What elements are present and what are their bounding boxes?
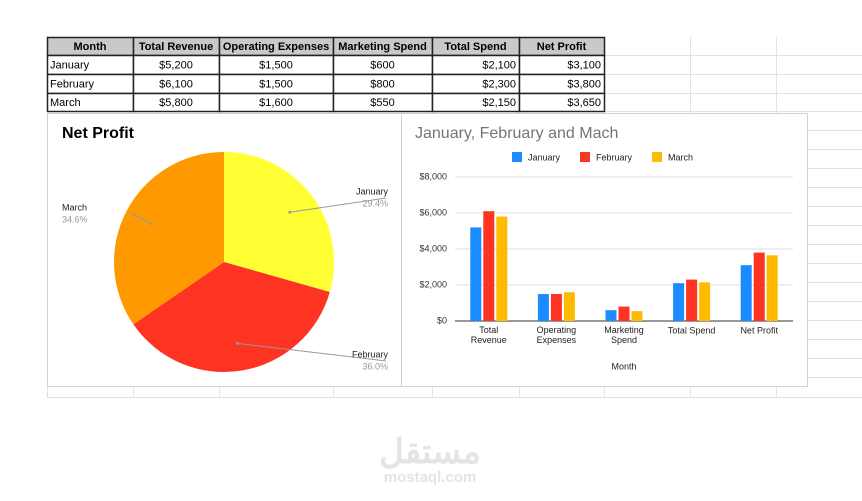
column-header: Net Profit xyxy=(537,41,587,53)
cell-text: $2,150 xyxy=(482,97,516,109)
cell-text: $3,800 xyxy=(567,78,601,90)
x-tick-label: Marketing Spend xyxy=(604,325,644,345)
x-tick-label: Net Profit xyxy=(740,325,778,335)
legend-swatch xyxy=(512,152,522,162)
bar xyxy=(686,279,698,321)
bar-chart: January, February and Mach $0 $2,000 $4,000… xyxy=(415,125,793,371)
legend-label: January xyxy=(528,152,561,162)
legend-label: March xyxy=(668,152,693,162)
cell-text: $5,800 xyxy=(159,97,193,109)
cell-text: $550 xyxy=(370,97,394,109)
slice-label: January xyxy=(356,186,389,196)
y-tick-label: $8,000 xyxy=(419,171,447,181)
bar xyxy=(483,211,495,321)
slice-percent: 34.6% xyxy=(62,214,88,224)
x-tick-label: Total Revenue xyxy=(471,325,507,345)
bar xyxy=(753,252,765,321)
leader-dot xyxy=(235,341,239,345)
pie-slice xyxy=(133,262,330,372)
data-table: Month Total Revenue Operating Expenses Mark… xyxy=(46,36,606,113)
slice-label: March xyxy=(62,202,87,212)
cell-text: $600 xyxy=(370,59,394,71)
cell-text: $2,100 xyxy=(482,59,516,71)
chart-title: Net Profit xyxy=(62,125,135,142)
x-axis-title: Month xyxy=(611,361,636,371)
slice-label: February xyxy=(352,349,389,359)
watermark-arabic: مستقل xyxy=(379,433,481,471)
column-header: Month xyxy=(74,41,107,53)
watermark-latin: mostaql.com xyxy=(384,469,477,486)
pie-slice xyxy=(113,152,224,325)
slice-percent: 29.4% xyxy=(362,198,388,208)
leader-line xyxy=(237,342,387,362)
cell-text: $1,500 xyxy=(259,59,293,71)
cell-text: February xyxy=(50,78,95,90)
bar xyxy=(605,310,617,321)
cell-text: $3,100 xyxy=(567,59,601,71)
bar xyxy=(550,294,562,321)
bar xyxy=(496,216,508,321)
leader-dot xyxy=(149,222,153,226)
y-tick-label: $4,000 xyxy=(419,243,447,253)
legend-swatch xyxy=(580,152,590,162)
cell-text: $2,300 xyxy=(482,78,516,90)
column-header: Operating Expenses xyxy=(223,41,329,53)
bar xyxy=(631,311,643,321)
cell-text: $3,650 xyxy=(567,97,601,109)
cell-text: March xyxy=(50,97,81,109)
pie-slice xyxy=(224,152,334,293)
legend-swatch xyxy=(652,152,662,162)
bar xyxy=(699,282,711,321)
x-tick-label: Operating Expenses xyxy=(537,325,577,345)
x-tick-label: Total Spend xyxy=(668,325,716,335)
cell-text: $6,100 xyxy=(159,78,193,90)
legend-label: February xyxy=(596,152,633,162)
table-cell xyxy=(518,92,606,113)
bar-chart-frame xyxy=(401,113,808,387)
y-tick-label: $6,000 xyxy=(419,207,447,217)
cell-text: $1,500 xyxy=(259,78,293,90)
y-tick-label: $2,000 xyxy=(419,279,447,289)
column-header: Total Spend xyxy=(444,41,506,53)
bar xyxy=(673,283,685,321)
column-header: Marketing Spend xyxy=(338,41,427,53)
cell-text: January xyxy=(50,59,90,71)
bar xyxy=(470,227,482,321)
pie-chart: Net Profit January 29.4% February 36.0% March… xyxy=(62,125,388,372)
cell-text: $800 xyxy=(370,78,394,90)
leader-line xyxy=(131,213,152,225)
cell-text: $1,600 xyxy=(259,97,293,109)
cell-text: $5,200 xyxy=(159,59,193,71)
bar xyxy=(537,294,549,321)
leader-line xyxy=(289,197,387,213)
sheet-grid xyxy=(47,37,862,398)
bar xyxy=(563,292,575,321)
leader-dot xyxy=(288,210,292,214)
chart-title: January, February and Mach xyxy=(415,125,618,142)
bar xyxy=(740,265,752,321)
bar xyxy=(766,255,778,321)
slice-percent: 36.0% xyxy=(362,361,388,371)
y-tick-label: $0 xyxy=(437,315,447,325)
bar xyxy=(618,306,630,321)
column-header: Total Revenue xyxy=(139,41,213,53)
